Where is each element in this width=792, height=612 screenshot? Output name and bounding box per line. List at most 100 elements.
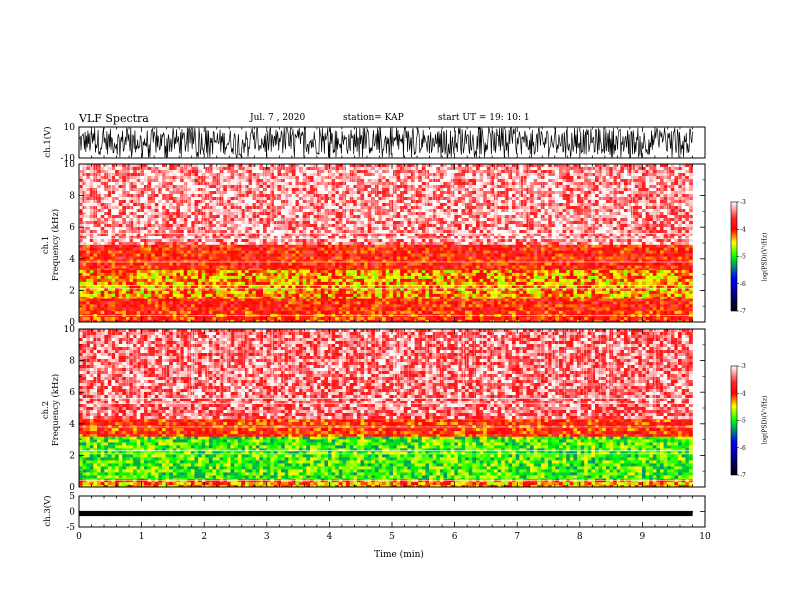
ch1-spectrogram-cell bbox=[320, 296, 325, 299]
ch1-spectrogram-cell bbox=[569, 281, 574, 286]
ch1-spectrogram-cell bbox=[447, 268, 451, 271]
ch1-spectrogram-cell bbox=[176, 296, 181, 299]
ch1-spectrogram-cell bbox=[79, 278, 83, 283]
ch1-spectrogram-cell bbox=[501, 281, 506, 286]
ch1-spectrogram-cell bbox=[219, 256, 224, 260]
ch1-spectrogram-cell bbox=[245, 272, 249, 277]
ch1-spectrogram-cell bbox=[548, 253, 552, 257]
ch1-spectrogram-cell bbox=[93, 307, 98, 311]
ch1-spectrogram-cell bbox=[663, 298, 668, 302]
ch1-spectrogram-cell bbox=[468, 272, 473, 277]
ch1-spectrogram-cell bbox=[425, 265, 430, 269]
ch1-spectrogram-cell bbox=[483, 259, 488, 263]
ch1-spectrogram-cell bbox=[616, 281, 621, 286]
ch1-spectrogram-cell bbox=[504, 310, 509, 315]
ch1-spectrogram-cell bbox=[270, 259, 275, 263]
ch1-spectrogram-cell bbox=[346, 259, 350, 263]
ch1-spectrogram-cell bbox=[465, 262, 469, 266]
ch1-spectrogram-cell bbox=[328, 275, 332, 280]
ch1-spectrogram-cell bbox=[432, 281, 437, 286]
ch1-spectrogram-cell bbox=[605, 275, 610, 280]
ch1-spectrogram-cell bbox=[631, 244, 635, 248]
ch1-spectrogram-cell bbox=[555, 310, 560, 315]
ch1-spectrogram-cell bbox=[165, 284, 170, 289]
ch1-spectrogram-cell bbox=[591, 293, 596, 298]
ch1-spectrogram-cell bbox=[497, 281, 502, 286]
ch1-spectrogram-cell bbox=[140, 310, 145, 312]
ch1-spectrogram-cell bbox=[266, 250, 271, 254]
ch1-spectrogram-cell bbox=[252, 269, 257, 274]
ch1-spectrogram-cell bbox=[461, 259, 466, 263]
ch1-spectrogram-cell bbox=[317, 259, 322, 263]
ch1-spectrogram-cell bbox=[302, 316, 307, 321]
ch1-spectrogram-cell bbox=[129, 278, 134, 283]
ch1-spectrogram-cell bbox=[115, 316, 119, 321]
ch1-spectrogram-cell bbox=[338, 259, 343, 263]
ch1-spectrogram-cell bbox=[245, 290, 249, 295]
ch1-spectrogram-cell bbox=[140, 262, 145, 266]
ch1-spectrogram-cell bbox=[302, 272, 307, 277]
ch1-spectrogram-cell bbox=[533, 290, 538, 295]
ch1-spectrogram-cell bbox=[476, 319, 480, 322]
ch1-spectrogram-cell bbox=[212, 284, 217, 289]
ch1-spectrogram-cell bbox=[429, 284, 433, 289]
ch1-spectrogram-cell bbox=[396, 281, 401, 286]
ch1-spectrogram-cell bbox=[227, 269, 231, 274]
ch1-spectrogram-cell bbox=[465, 268, 469, 271]
ch1-spectrogram-cell bbox=[118, 278, 123, 283]
ch1-spectrogram-cell bbox=[638, 247, 643, 251]
ch1-spectrogram-cell bbox=[429, 301, 433, 305]
ch1-spectrogram-cell bbox=[642, 265, 646, 269]
ch1-spectrogram-cell bbox=[642, 262, 646, 266]
ch1-spectrogram-cell bbox=[331, 244, 336, 248]
ch1-spectrogram-cell bbox=[504, 287, 509, 292]
ch1-spectrogram-cell bbox=[288, 301, 293, 305]
ch1-spectrogram-cell bbox=[634, 278, 639, 283]
ch1-spectrogram-cell bbox=[540, 304, 545, 308]
ch1-spectrogram-cell bbox=[559, 319, 563, 322]
ch1-spectrogram-cell bbox=[162, 259, 166, 263]
ch1-spectrogram-cell bbox=[515, 269, 520, 274]
ch1-spectrogram-cell bbox=[313, 247, 318, 251]
ch1-spectrogram-cell bbox=[548, 278, 552, 283]
ch1-spectrogram-cell bbox=[291, 268, 296, 271]
ch1-spectrogram-cell bbox=[349, 272, 354, 277]
ch1-spectrogram-cell bbox=[465, 253, 469, 257]
ch1-spectrogram-cell bbox=[144, 307, 148, 311]
ch1-spectrogram-cell bbox=[241, 284, 246, 289]
ch1-spectrogram-cell bbox=[530, 310, 534, 312]
ch1-spectrogram-cell bbox=[367, 247, 372, 251]
ch1-spectrogram-cell bbox=[530, 287, 534, 292]
ch1-spectrogram-cell bbox=[436, 269, 441, 274]
ch1-spectrogram-cell bbox=[479, 304, 484, 308]
ch1-spectrogram-cell bbox=[652, 287, 657, 292]
ch1-spectrogram-cell bbox=[86, 293, 91, 298]
ch1-spectrogram-cell bbox=[367, 256, 372, 260]
ch1-spectrogram-cell bbox=[476, 272, 480, 277]
ch1-spectrogram-cell bbox=[587, 250, 592, 254]
ch1-spectrogram-cell bbox=[252, 253, 257, 257]
ch1-spectrogram-cell bbox=[461, 269, 466, 274]
ch1-spectrogram-cell bbox=[324, 284, 329, 289]
ch1-spectrogram-cell bbox=[494, 304, 498, 308]
ch1-spectrogram-cell bbox=[367, 275, 372, 280]
ch1-spectrogram-cell bbox=[631, 319, 635, 322]
ch1-spectrogram-cell bbox=[555, 301, 560, 305]
ch1-spectrogram-cell bbox=[154, 167, 159, 171]
ch1-spectrogram-cell bbox=[140, 307, 145, 311]
ch1-spectrogram-cell bbox=[678, 284, 682, 289]
ch1-spectrogram-cell bbox=[356, 310, 361, 315]
ch1-spectrogram-cell bbox=[86, 290, 91, 295]
ch1-spectrogram-cell bbox=[237, 272, 242, 277]
ch1-spectrogram-cell bbox=[338, 275, 343, 280]
ch1-spectrogram-cell bbox=[605, 269, 610, 274]
ch1-spectrogram-cell bbox=[349, 164, 354, 168]
ch1-spectrogram-cell bbox=[122, 247, 127, 251]
ch1-spectrogram-cell bbox=[144, 296, 148, 299]
ch1-spectrogram-cell bbox=[678, 275, 682, 280]
ch1-spectrogram-cell bbox=[443, 298, 448, 302]
ch1-spectrogram-cell bbox=[216, 293, 220, 298]
ch1-spectrogram-cell bbox=[259, 310, 264, 312]
ch1-spectrogram-cell bbox=[248, 293, 253, 298]
ch1-spectrogram-cell bbox=[378, 247, 383, 251]
